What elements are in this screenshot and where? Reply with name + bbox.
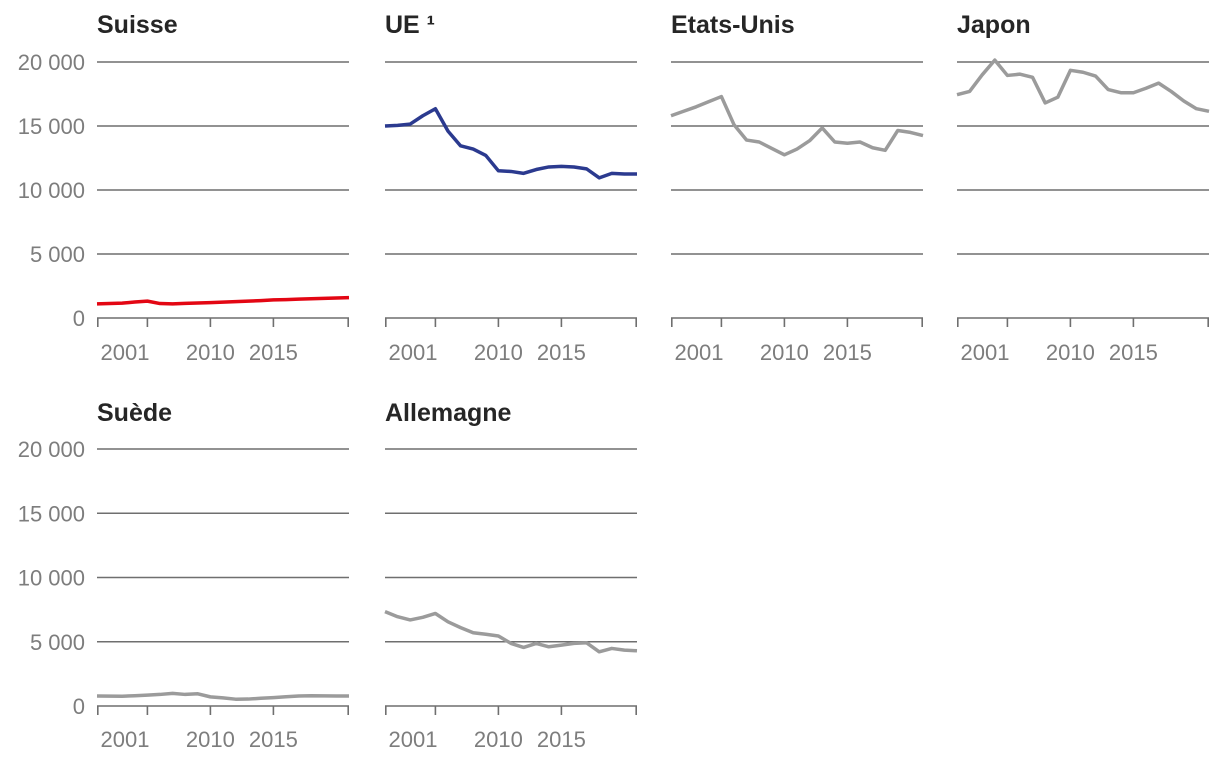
panel-title: Etats-Unis (671, 11, 795, 39)
x-tick-label: 2001 (389, 727, 438, 752)
x-tick-label: 2010 (1046, 340, 1095, 365)
x-tick-label: 2001 (389, 340, 438, 365)
data-line-su-de (96, 691, 349, 701)
x-tick-label: 2010 (186, 727, 235, 752)
x-tick-label: 2001 (101, 727, 150, 752)
y-tick-label: 0 (73, 694, 85, 719)
y-tick-label: 10 000 (18, 566, 85, 591)
x-tick-label: 2010 (186, 340, 235, 365)
x-tick-label: 2001 (101, 340, 150, 365)
y-tick-label: 15 000 (18, 501, 85, 526)
y-tick-label: 15 000 (18, 114, 85, 139)
x-tick-label: 2001 (675, 340, 724, 365)
panel-title: Japon (957, 11, 1031, 39)
data-line-ue (384, 106, 637, 180)
x-tick-label: 2015 (537, 340, 586, 365)
panel-title: Suède (97, 399, 172, 427)
data-line-etats-unis (670, 94, 924, 157)
panel-title: UE ¹ (385, 11, 435, 39)
panel-title: Suisse (97, 11, 178, 39)
x-tick-label: 2015 (249, 340, 298, 365)
y-tick-label: 5 000 (30, 242, 85, 267)
x-tick-label: 2015 (249, 727, 298, 752)
x-tick-label: 2015 (537, 727, 586, 752)
y-tick-label: 5 000 (30, 630, 85, 655)
x-tick-label: 2010 (474, 340, 523, 365)
x-tick-label: 2010 (474, 727, 523, 752)
panel-title: Allemagne (385, 399, 512, 427)
y-tick-label: 10 000 (18, 178, 85, 203)
data-line-japon (956, 58, 1210, 113)
x-tick-label: 2001 (961, 340, 1010, 365)
data-line-allemagne (384, 610, 638, 654)
x-tick-label: 2015 (823, 340, 872, 365)
y-tick-label: 0 (73, 306, 85, 331)
x-tick-label: 2010 (760, 340, 809, 365)
y-tick-label: 20 000 (18, 437, 85, 462)
y-tick-label: 20 000 (18, 50, 85, 75)
x-tick-label: 2015 (1109, 340, 1158, 365)
data-line-suisse (96, 295, 350, 306)
